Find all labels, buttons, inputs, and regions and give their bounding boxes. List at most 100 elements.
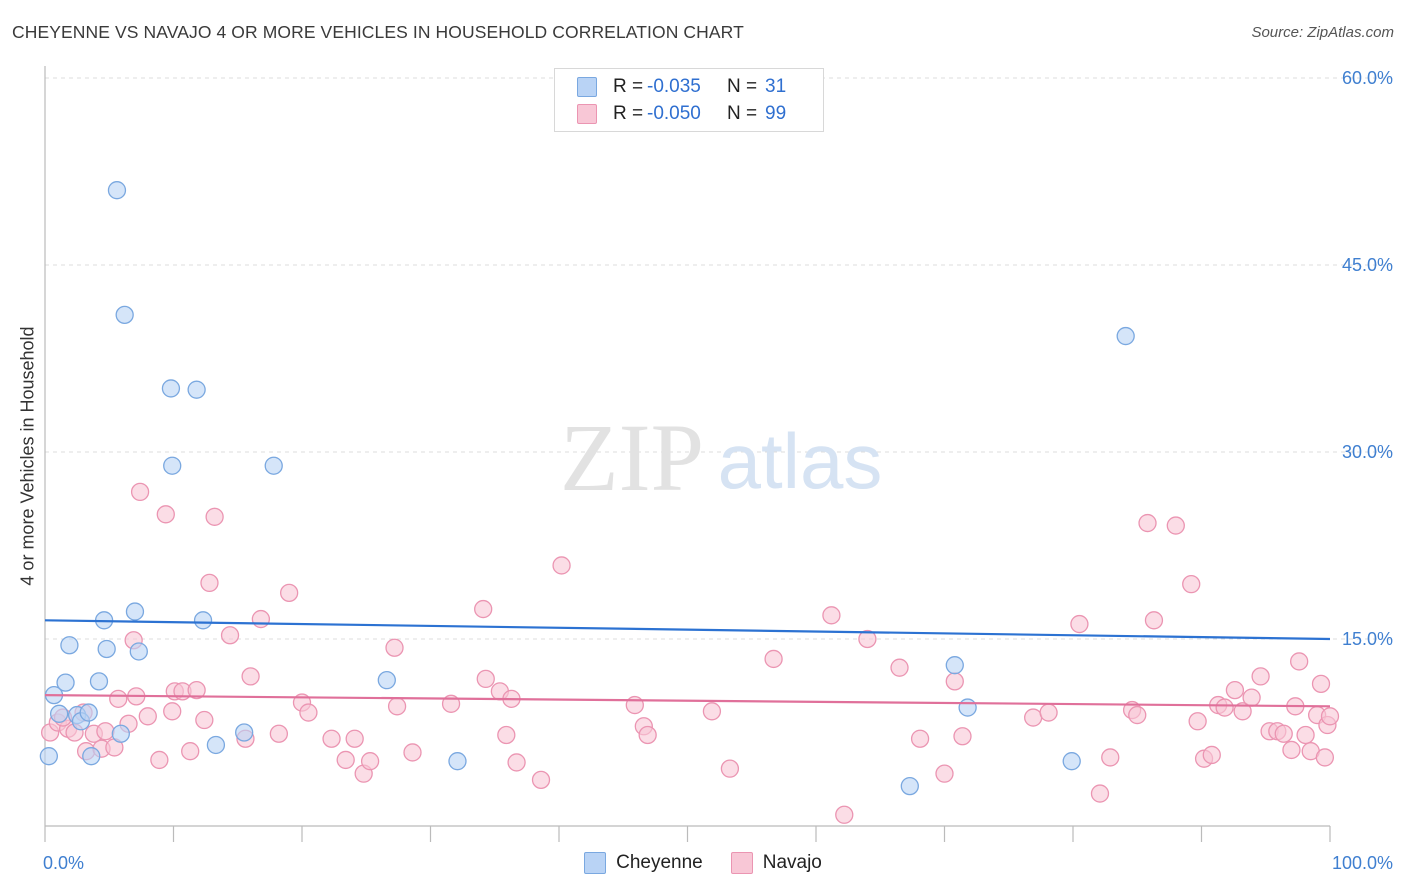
cheyenne-point	[1116, 326, 1135, 346]
cheyenne-point	[206, 735, 226, 755]
navajo-point	[1188, 712, 1207, 731]
navajo-point	[531, 770, 551, 790]
chart-title: CHEYENNE VS NAVAJO 4 OR MORE VEHICLES IN…	[12, 22, 744, 42]
navajo-point	[279, 583, 299, 603]
cheyenne-point	[79, 703, 98, 722]
cheyenne-trend-line	[44, 619, 1331, 641]
legend-item-cheyenne[interactable]: Cheyenne	[584, 852, 703, 874]
cheyenne-point	[97, 639, 116, 659]
cheyenne-point	[187, 380, 206, 399]
navajo-swatch	[730, 852, 753, 874]
navajo-point	[385, 638, 404, 657]
navajo-swatch	[577, 104, 597, 124]
navajo-point	[638, 725, 657, 745]
navajo-point	[935, 764, 954, 783]
navajo-point	[200, 573, 219, 593]
navajo-point	[241, 667, 260, 686]
navajo-point	[497, 725, 516, 745]
navajo-point	[205, 507, 224, 526]
navajo-point	[156, 505, 175, 524]
navajo-point	[109, 689, 128, 708]
navajo-point	[1144, 611, 1164, 630]
navajo-point	[1090, 784, 1110, 803]
cheyenne-point	[193, 611, 213, 630]
navajo-point	[858, 629, 877, 649]
navajo-point	[403, 743, 422, 762]
r-value-navajo: -0.050	[647, 103, 701, 124]
y-tick-label: 60.0%	[1342, 68, 1393, 88]
navajo-point	[1166, 516, 1185, 535]
navajo-point	[1225, 680, 1245, 700]
navajo-point	[322, 729, 341, 748]
cheyenne-point	[107, 181, 127, 200]
cheyenne-point	[49, 704, 69, 723]
cheyenne-point	[163, 456, 182, 475]
cheyenne-point	[60, 636, 79, 655]
n-value-cheyenne: 31	[765, 76, 787, 97]
navajo-point	[474, 599, 493, 619]
cheyenne-point	[161, 379, 181, 398]
tick-labels: 15.0% 30.0% 45.0% 60.0% 0.0% 100.0%	[43, 68, 1393, 873]
navajo-point	[1274, 724, 1293, 743]
r-value-cheyenne: -0.035	[647, 76, 701, 97]
legend-label-cheyenne: Cheyenne	[616, 852, 703, 873]
cheyenne-point	[448, 752, 467, 771]
navajo-points	[40, 482, 1340, 824]
navajo-point	[220, 626, 240, 645]
navajo-point	[1315, 748, 1335, 767]
n-label: N =	[727, 76, 758, 97]
watermark-zip: ZIP	[560, 404, 704, 511]
navajo-point	[822, 606, 841, 625]
navajo-point	[953, 727, 972, 746]
navajo-point	[890, 658, 909, 677]
cheyenne-swatch	[577, 77, 597, 97]
navajo-point	[1024, 708, 1043, 727]
navajo-point	[945, 672, 964, 691]
navajo-point	[360, 752, 380, 771]
legend-row-navajo: R = -0.050 N = 99	[577, 101, 786, 127]
navajo-point	[1296, 725, 1315, 745]
legend-row-cheyenne: R = -0.035 N = 31	[577, 74, 786, 100]
navajo-point	[336, 750, 355, 770]
navajo-point	[1182, 574, 1201, 594]
cheyenne-point	[56, 673, 75, 692]
navajo-point	[910, 729, 930, 748]
series-legend: Cheyenne Navajo	[0, 852, 1406, 874]
cheyenne-point	[235, 723, 254, 742]
navajo-point	[552, 556, 571, 575]
navajo-point	[96, 722, 115, 741]
trend-lines	[44, 619, 1331, 708]
navajo-point	[1138, 513, 1157, 533]
navajo-point	[251, 609, 271, 629]
navajo-point	[1282, 740, 1301, 760]
cheyenne-point	[264, 456, 283, 475]
x-tick-label: 100.0%	[1332, 853, 1393, 873]
y-tick-label: 15.0%	[1342, 629, 1393, 649]
cheyenne-point	[958, 698, 977, 717]
navajo-point	[1202, 745, 1221, 765]
cheyenne-points	[39, 181, 1135, 796]
navajo-point	[345, 729, 364, 748]
navajo-point	[835, 805, 854, 824]
cheyenne-point	[82, 747, 101, 766]
y-tick-label: 30.0%	[1342, 442, 1393, 462]
navajo-point	[1311, 674, 1331, 694]
navajo-point	[299, 703, 318, 722]
navajo-point	[195, 710, 214, 730]
navajo-point	[1290, 652, 1309, 671]
navajo-point	[1251, 667, 1270, 686]
navajo-point	[1070, 614, 1089, 634]
navajo-point	[181, 742, 200, 761]
navajo-point	[138, 707, 157, 726]
watermark: ZIP atlas	[560, 404, 882, 511]
cheyenne-point	[945, 656, 964, 675]
navajo-point	[187, 680, 206, 700]
navajo-point	[269, 724, 289, 743]
cheyenne-point	[377, 670, 396, 690]
cheyenne-point	[39, 747, 59, 766]
navajo-point	[1320, 707, 1340, 726]
legend-item-navajo[interactable]: Navajo	[730, 852, 822, 874]
x-tick-label: 0.0%	[43, 853, 84, 873]
source-label: Source: ZipAtlas.com	[1251, 24, 1394, 41]
r-label: R =	[613, 76, 644, 97]
